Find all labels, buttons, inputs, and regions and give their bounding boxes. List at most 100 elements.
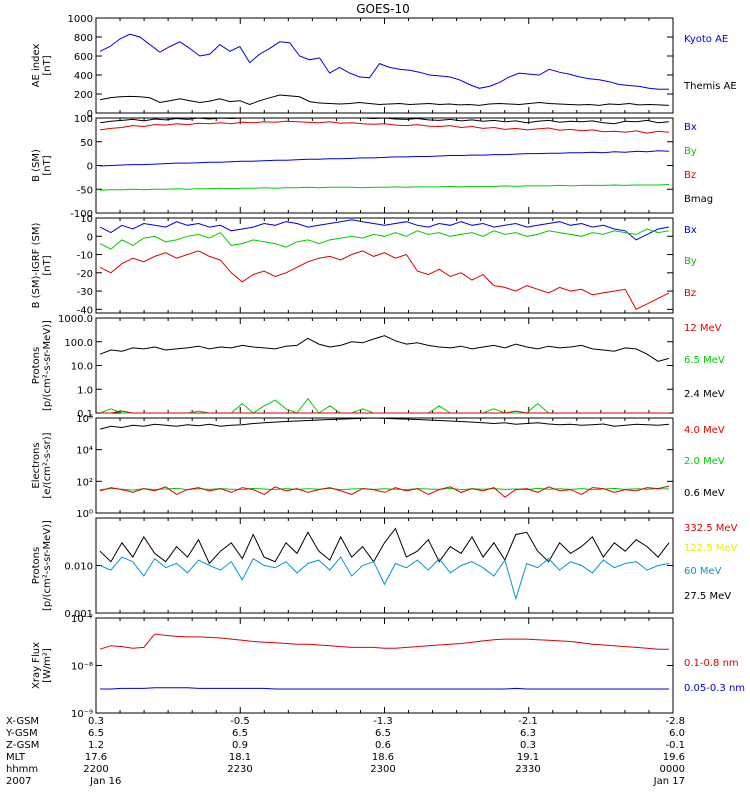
panel-5-ytick-label: 10²: [76, 477, 93, 488]
series-0-1-0-8-nm: [99, 633, 669, 650]
footer-cell: -2.1: [518, 716, 538, 727]
panel-2-ytick-label: 0: [87, 162, 93, 173]
panel-2-ytick-label: -50: [77, 185, 93, 196]
panel-3-ytick-label: -20: [77, 269, 93, 280]
footer-cell: Jan 17: [653, 776, 685, 787]
series-themis-ae: [99, 94, 670, 106]
footer-cell: Jan 16: [89, 776, 121, 787]
legend-2-0-mev: 2.0 MeV: [684, 456, 725, 467]
panel-6-ylabel: [p/(cm²-s-sr-MeV)]: [42, 520, 53, 611]
panel-3-frame: [95, 217, 674, 314]
legend-bx: Bx: [684, 225, 697, 236]
footer-row-label: X-GSM: [6, 716, 39, 727]
footer-cell: 6.5: [232, 728, 248, 739]
legend-bz: Bz: [684, 288, 696, 299]
footer-cell: 0.3: [520, 740, 536, 751]
series-bz: [99, 120, 670, 134]
panel-6-ytick-label: 0.010: [64, 562, 93, 573]
footer-cell: -0.5: [230, 716, 250, 727]
footer-cell: 1.2: [88, 740, 104, 751]
footer-cell: 6.5: [88, 728, 104, 739]
footer-cell: 17.6: [85, 752, 107, 763]
footer-cell: 6.0: [669, 728, 685, 739]
panel-1-ylabel: AE index: [31, 44, 42, 88]
legend-bmag: Bmag: [684, 194, 713, 205]
panel-4-ylabel: Protons: [31, 347, 42, 384]
series-27-5-mev: [99, 527, 670, 565]
footer-cell: 6.5: [375, 728, 391, 739]
series-kyoto-ae: [99, 33, 669, 90]
footer-cell: 2300: [370, 764, 395, 775]
legend-27-5-mev: 27.5 MeV: [684, 591, 731, 602]
series-4-0-mev: [99, 485, 670, 498]
panel-5-ytick-label: 10⁴: [76, 446, 93, 457]
series-0-05-0-3-nm: [100, 687, 669, 690]
panel-2-ytick-label: 100: [74, 114, 93, 125]
series-bz: [99, 250, 670, 310]
panel-7-ytick-label: 10⁻⁹: [71, 709, 93, 720]
panel-4-ytick-label: 100.0: [64, 338, 93, 349]
panel-7-ylabel: [W/m²]: [42, 648, 53, 683]
series-bx: [99, 150, 670, 167]
footer-cell: -0.1: [665, 740, 685, 751]
legend-by: By: [684, 256, 697, 267]
series-0-6-mev: [99, 417, 670, 430]
panel-3-ytick-label: 0: [87, 232, 93, 243]
legend-122-5-mev: 122.5 MeV: [684, 543, 738, 554]
panel-1-ylabel: [nT]: [42, 55, 53, 75]
footer-cell: 18.6: [372, 752, 394, 763]
legend-bx: Bx: [684, 122, 697, 133]
series-by: [99, 184, 670, 191]
panel-2-ytick-label: 50: [80, 138, 93, 149]
footer-row-label: MLT: [6, 752, 26, 763]
footer-row-label: Z-GSM: [6, 740, 39, 751]
legend-12-mev: 12 MeV: [684, 323, 722, 334]
footer-cell: 18.1: [229, 752, 251, 763]
footer-cell: 0.3: [88, 716, 104, 727]
footer-cell: 19.1: [517, 752, 539, 763]
panel-1-ytick-label: 0: [87, 109, 93, 120]
footer-row-label: Y-GSM: [5, 728, 38, 739]
legend-kyoto-ae: Kyoto AE: [684, 34, 728, 45]
series-by: [99, 228, 670, 250]
panel-7-frame: [95, 617, 674, 714]
panel-5-ylabel: [e/(cm²-s-sr)]: [42, 432, 53, 498]
panel-6-ytick-label: 0.001: [64, 609, 93, 620]
panel-4-ytick-label: 0.1: [77, 409, 93, 420]
legend-themis-ae: Themis AE: [683, 81, 737, 92]
legend-by: By: [684, 146, 697, 157]
panel-3-ytick-label: -10: [77, 251, 93, 262]
legend-0-6-mev: 0.6 MeV: [684, 488, 725, 499]
panel-7-ytick-label: 10⁻⁸: [71, 662, 93, 673]
footer-cell: -2.8: [665, 716, 685, 727]
legend-0-05-0-3-nm: 0.05-0.3 nm: [684, 683, 745, 694]
series-bx: [99, 219, 670, 241]
panel-1-ytick-label: 800: [74, 33, 93, 44]
legend-2-4-mev: 2.4 MeV: [684, 389, 725, 400]
panel-2-frame: [95, 117, 674, 214]
legend-bz: Bz: [684, 170, 696, 181]
series-bmag: [99, 117, 670, 125]
panel-5-ylabel: Electrons: [31, 442, 42, 488]
panel-7-ytick-label: 10⁻⁷: [71, 614, 93, 625]
panel-3-ytick-label: 10: [80, 214, 93, 225]
footer-cell: 19.6: [663, 752, 685, 763]
panel-4-ytick-label: 1.0: [77, 385, 93, 396]
panel-1-ytick-label: 1000: [68, 14, 93, 25]
legend-332-5-mev: 332.5 MeV: [684, 523, 738, 534]
legend-0-1-0-8-nm: 0.1-0.8 nm: [684, 658, 739, 669]
panel-4-ytick-label: 1000.0: [58, 314, 93, 325]
footer-cell: 0.9: [232, 740, 248, 751]
panel-1-ytick-label: 600: [74, 52, 93, 63]
series-2-4-mev: [99, 335, 670, 362]
panel-5-frame: [95, 417, 674, 514]
footer-row-label: hhmm: [6, 764, 38, 775]
panel-3-ylabel: [nT]: [42, 255, 53, 275]
panel-4-ylabel: [p/(cm²-s-sr-MeV)]: [42, 320, 53, 411]
panel-1-ytick-label: 200: [74, 90, 93, 101]
panel-6-frame: [95, 517, 674, 614]
panel-2-ylabel: [nT]: [42, 155, 53, 175]
footer-cell: 2200: [83, 764, 108, 775]
footer-cell: 6.3: [520, 728, 536, 739]
